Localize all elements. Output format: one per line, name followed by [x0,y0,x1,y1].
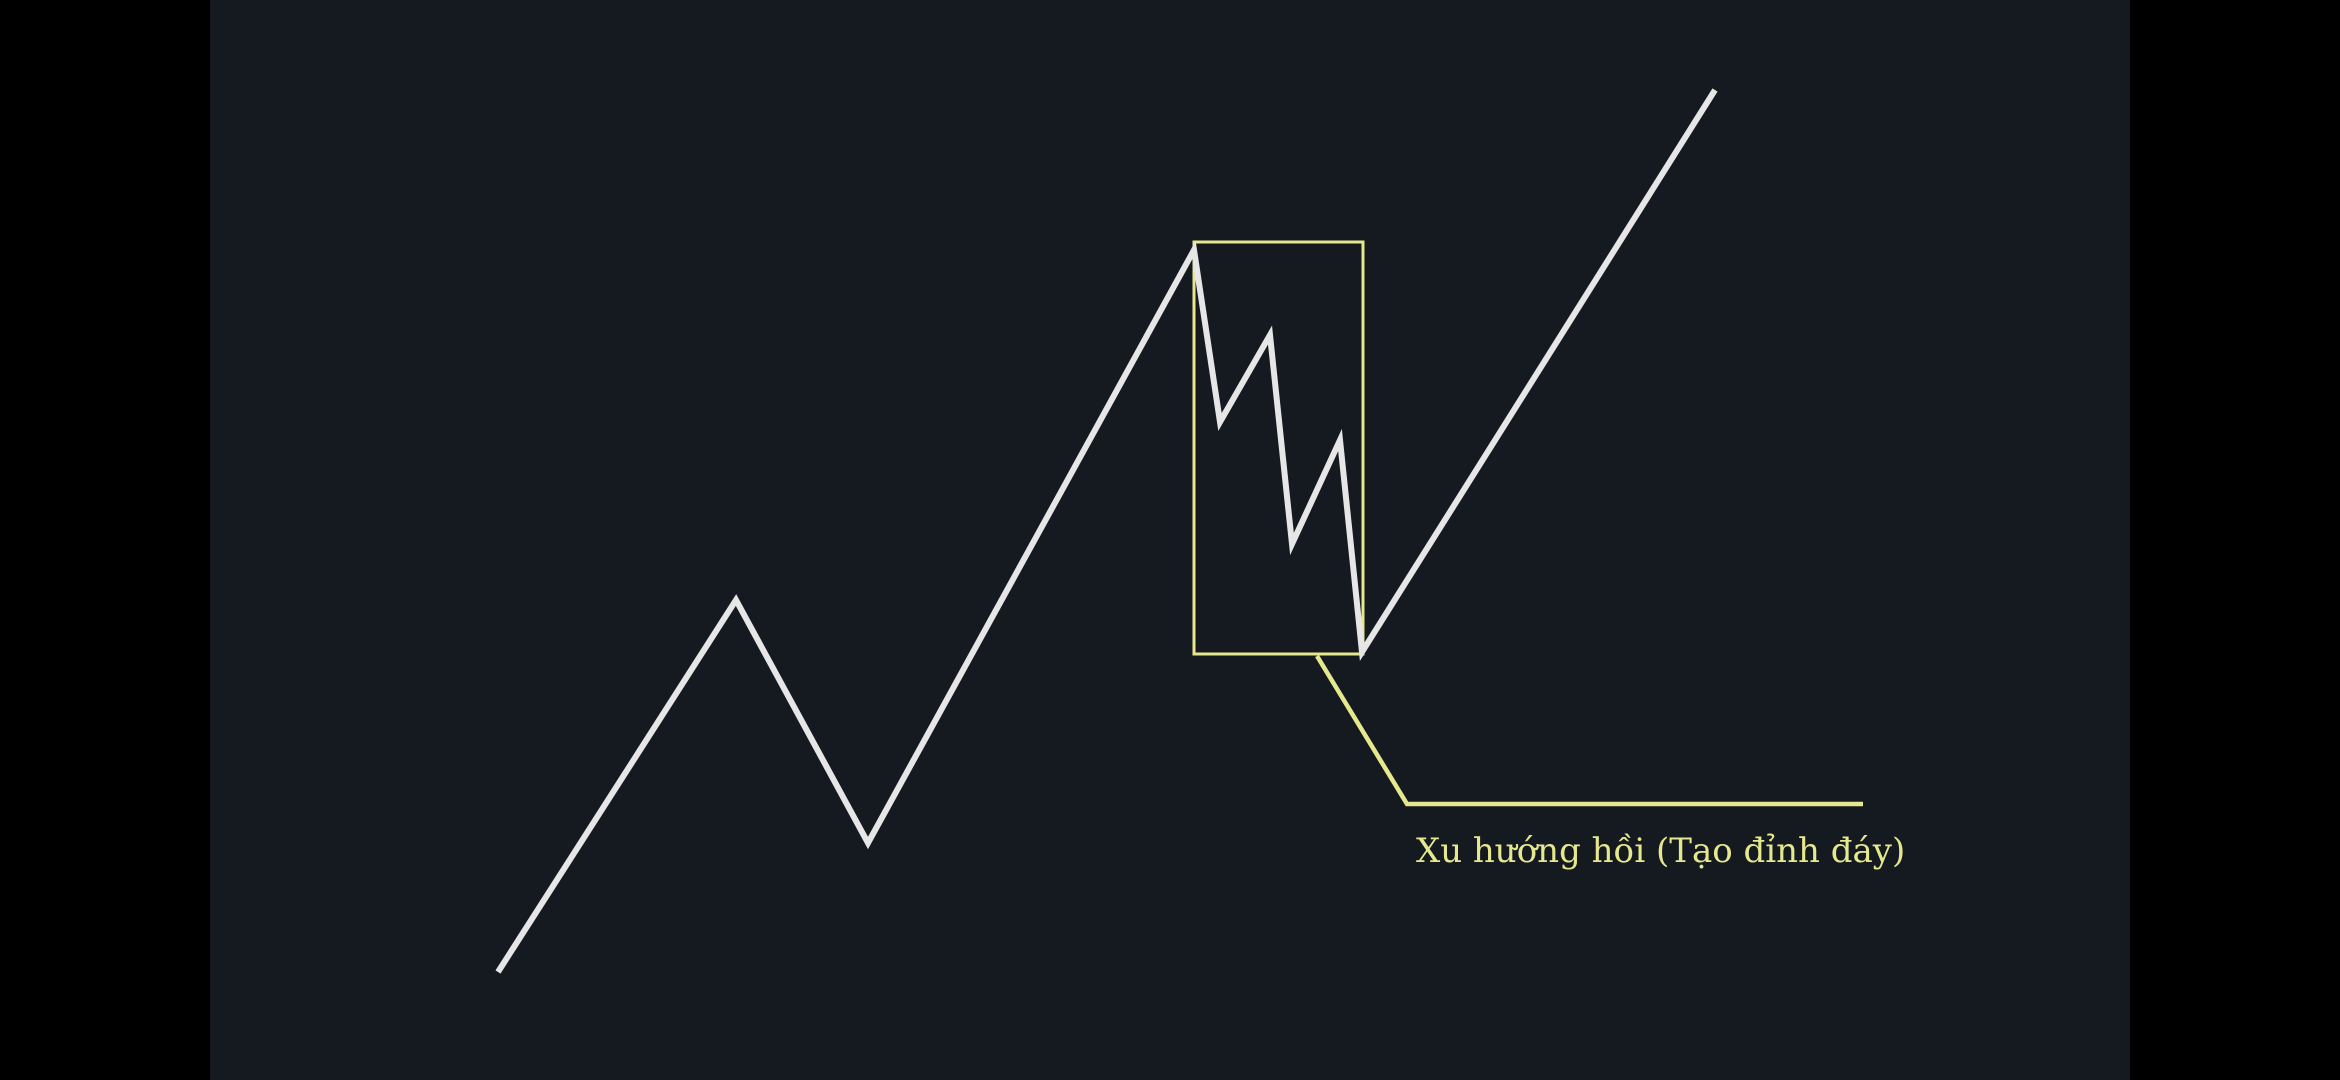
price-trend-line [495,88,1718,974]
slide-canvas: Xu hướng hồi (Tạo đỉnh đáy) [210,0,2130,1080]
trend-diagram: Xu hướng hồi (Tạo đỉnh đáy) [210,0,2130,1080]
callout-leader-line [1315,654,1863,807]
pullback-highlight-box [1192,240,1365,656]
callout-label: Xu hướng hồi (Tạo đỉnh đáy) [1416,831,1905,871]
slide-background [210,0,2130,1080]
